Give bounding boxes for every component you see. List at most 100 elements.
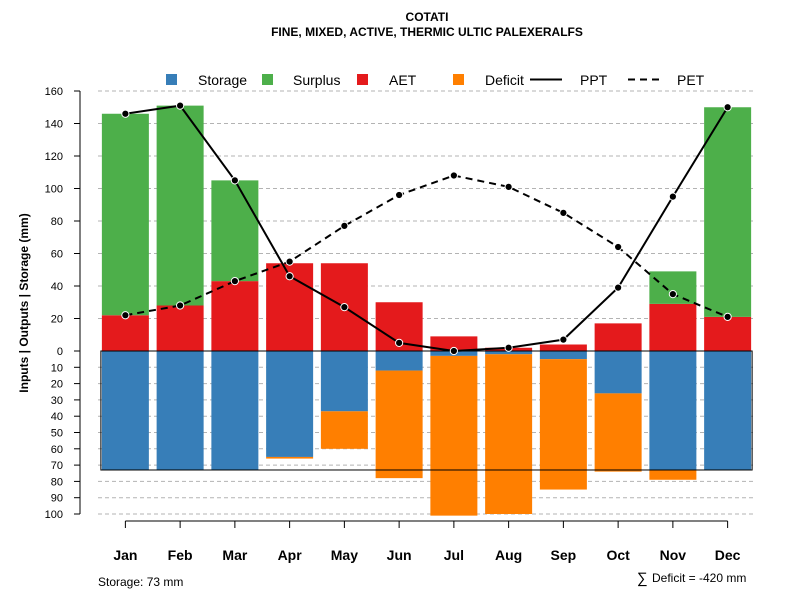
deficit-bar: [266, 456, 314, 459]
legend-label: PET: [677, 72, 705, 88]
ppt-point: [559, 335, 568, 344]
y-tick-label: 20: [51, 379, 63, 391]
y-tick-label: 100: [45, 184, 63, 196]
x-tick-label: Apr: [278, 547, 303, 563]
aet-bar: [211, 281, 259, 351]
pet-point: [395, 190, 404, 200]
storage-bar: [211, 351, 259, 470]
storage-bar: [539, 351, 587, 360]
storage-bar: [101, 351, 149, 470]
y-tick-label: 10: [51, 362, 63, 374]
pet-point: [668, 290, 677, 299]
legend-label: Surplus: [293, 72, 340, 88]
legend-label: Deficit: [485, 72, 524, 88]
y-tick-label: 20: [51, 314, 63, 326]
legend-swatch: [166, 74, 177, 85]
storage-frame: [100, 350, 753, 471]
x-tick-label: May: [331, 547, 358, 563]
storage-bar: [485, 351, 533, 355]
legend: Storage Surplus AET Deficit PPT PET: [166, 72, 705, 88]
x-tick-label: Mar: [222, 547, 247, 563]
legend-swatch: [357, 74, 368, 85]
aet-bar: [539, 344, 587, 351]
legend-label: AET: [389, 72, 417, 88]
chart-subtitle: FINE, MIXED, ACTIVE, THERMIC ULTIC PALEX…: [271, 25, 583, 39]
x-tick-label: Jun: [387, 547, 412, 563]
storage-bar: [320, 351, 368, 412]
y-tick-label: 30: [51, 395, 63, 407]
surplus-bar: [649, 271, 697, 304]
storage-bar: [704, 351, 752, 470]
pet-line: [125, 174, 729, 318]
legend-label: PPT: [580, 72, 608, 88]
pet-point: [504, 182, 513, 191]
deficit-bar: [539, 359, 587, 490]
y-tick-label: 80: [51, 476, 63, 488]
deficit-bar: [320, 411, 368, 449]
deficit-bar: [485, 354, 533, 514]
y-axis-label: Inputs | Outputs | Storage (mm): [17, 213, 31, 392]
x-tick-label: Oct: [606, 547, 630, 563]
ppt-point: [504, 343, 513, 352]
storage-bar: [266, 351, 314, 457]
y-tick-label: 70: [51, 460, 63, 472]
surplus-bar: [211, 180, 259, 282]
aet-bar: [156, 305, 204, 351]
x-tick-label: Nov: [660, 547, 687, 563]
y-tick-label: 40: [51, 411, 63, 423]
storage-bar: [594, 351, 642, 394]
x-tick-label: Jul: [444, 547, 464, 563]
x-tick-label: Dec: [715, 547, 741, 563]
deficit-bar: [375, 370, 423, 479]
lower-bars: [101, 351, 752, 516]
pet-point: [559, 208, 568, 217]
pet-point: [340, 221, 349, 230]
storage-bar: [156, 351, 204, 470]
x-axis: Jan Feb Mar Apr May Jun Jul Aug Sep Oct Nov Dec: [113, 520, 741, 563]
pet-point: [176, 301, 185, 310]
sum-symbol: ∑: [637, 570, 648, 587]
ppt-point: [668, 192, 677, 201]
ppt-point: [723, 103, 732, 112]
x-tick-label: Jan: [113, 547, 137, 563]
ppt-point: [614, 283, 623, 292]
ppt-point: [176, 101, 185, 110]
storage-bar: [375, 351, 423, 371]
x-tick-label: Aug: [495, 547, 522, 563]
y-tick-label: 120: [45, 151, 63, 163]
y-tick-label: 0: [57, 346, 63, 358]
aet-bar: [594, 323, 642, 351]
surplus-bar: [101, 113, 149, 316]
chart-title: COTATI: [406, 10, 449, 24]
deficit-bar: [430, 355, 478, 516]
ppt-point: [340, 303, 349, 312]
ppt-pet-lines: [121, 101, 732, 356]
legend-swatch: [453, 74, 464, 85]
deficit-bar: [594, 393, 642, 472]
surplus-bar: [156, 105, 204, 306]
gridlines: [98, 90, 755, 515]
upper-bars: [101, 105, 752, 351]
ppt-line: [125, 104, 729, 353]
x-tick-label: Sep: [551, 547, 577, 563]
y-tick-label: 140: [45, 119, 63, 131]
y-tick-label: 60: [51, 249, 63, 261]
ppt-point: [395, 338, 404, 347]
y-tick-label: 90: [51, 493, 63, 505]
pet-point: [449, 171, 458, 180]
y-tick-label: 50: [51, 428, 63, 440]
legend-swatch: [262, 74, 273, 85]
aet-bar: [430, 336, 478, 351]
ppt-point: [285, 272, 294, 281]
storage-footnote: Storage: 73 mm: [98, 575, 183, 589]
y-tick-label: 40: [51, 281, 63, 293]
pet-point: [121, 311, 130, 320]
pet-point: [614, 242, 623, 252]
ppt-point: [121, 109, 130, 118]
ppt-point: [230, 176, 239, 185]
aet-bar: [704, 316, 752, 351]
deficit-footnote: Deficit = -420 mm: [652, 571, 746, 585]
aet-bar: [101, 315, 149, 351]
y-tick-label: 60: [51, 444, 63, 456]
